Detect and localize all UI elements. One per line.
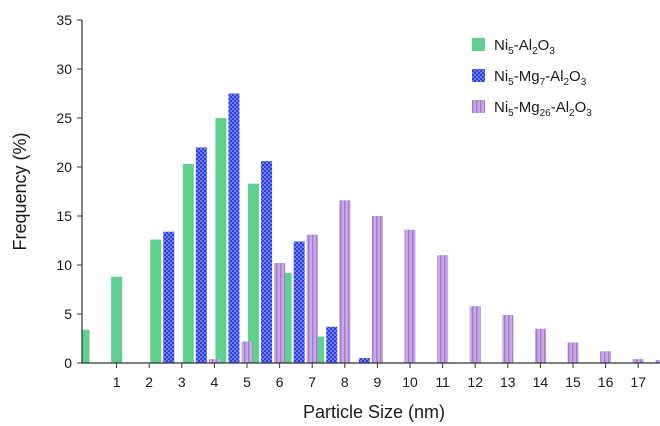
bar-series-2-x-8.6 <box>358 358 370 363</box>
bar-series-3-x-11 <box>437 255 449 363</box>
x-tick-label: 2 <box>145 374 153 390</box>
x-tick-label: 9 <box>374 374 382 390</box>
y-tick-label: 20 <box>56 159 72 175</box>
bar-series-1-x-7.2 <box>313 336 325 363</box>
x-tick-label: 7 <box>308 374 316 390</box>
bar-series-1-x-1 <box>111 276 123 363</box>
bar-series-2-x-6.6 <box>293 241 305 363</box>
x-tick-label: 8 <box>341 374 349 390</box>
bar-series-2-x-4.6 <box>228 93 240 363</box>
bars-layer <box>82 93 660 363</box>
y-tick-label: 25 <box>56 110 72 126</box>
x-tick-label: 6 <box>276 374 284 390</box>
legend-swatch-3 <box>472 100 485 113</box>
bar-series-3-x-12 <box>469 306 481 363</box>
y-tick-label: 30 <box>56 61 72 77</box>
x-tick-label: 5 <box>243 374 251 390</box>
bar-series-2-x-2.6 <box>163 231 175 363</box>
x-tick-label: 4 <box>211 374 219 390</box>
x-axis-title: Particle Size (nm) <box>303 402 445 422</box>
bar-series-1-x-4.2 <box>215 118 227 363</box>
legend-swatch-1 <box>472 38 485 51</box>
bar-series-3-x-6 <box>274 263 286 363</box>
bar-series-1-x-6.2 <box>280 272 292 363</box>
bar-series-3-x-9 <box>371 216 383 363</box>
bar-series-3-x-14 <box>534 328 546 363</box>
legend-label-1: Ni5-Al2O3 <box>494 37 555 57</box>
y-tick-label: 15 <box>56 208 72 224</box>
x-tick-label: 11 <box>435 374 450 390</box>
bar-series-3-x-16 <box>600 351 612 363</box>
bar-series-3-x-15 <box>567 342 579 363</box>
bar-series-3-x-17.7 <box>655 360 660 363</box>
x-tick-label: 15 <box>565 374 581 390</box>
y-tick-label: 10 <box>56 257 72 273</box>
y-tick-label: 5 <box>64 306 72 322</box>
legend-label-3: Ni5-Mg26-Al2O3 <box>494 99 592 119</box>
bar-series-1-x-3.2 <box>182 164 194 363</box>
x-tick-label: 17 <box>630 374 646 390</box>
bar-series-1-x-5.2 <box>248 183 260 363</box>
x-tick-label: 1 <box>113 374 121 390</box>
bar-series-2-x-7.6 <box>326 326 338 363</box>
bar-series-2-x-5.6 <box>261 161 273 363</box>
x-tick-label: 3 <box>178 374 186 390</box>
x-tick-label: 16 <box>598 374 614 390</box>
legend-label-2: Ni5-Mg7-Al2O3 <box>494 68 587 88</box>
legend: Ni5-Al2O3 Ni5-Mg7-Al2O3 Ni5-Mg26-Al2O3 <box>472 37 592 119</box>
bar-series-3-x-5 <box>241 341 253 363</box>
y-axis-title: Frequency (%) <box>10 132 30 250</box>
bar-series-1-x-0 <box>82 329 90 363</box>
x-tick-label: 10 <box>402 374 418 390</box>
legend-swatch-2 <box>472 69 485 82</box>
bar-series-3-x-4 <box>208 359 220 363</box>
x-tick-label: 13 <box>500 374 516 390</box>
y-tick-label: 35 <box>56 12 72 28</box>
bar-series-3-x-7 <box>306 234 318 363</box>
bar-series-2-x-3.6 <box>195 147 207 363</box>
bar-series-3-x-10 <box>404 229 416 363</box>
bar-series-3-x-13 <box>502 314 514 363</box>
x-tick-label: 14 <box>533 374 549 390</box>
y-tick-label: 0 <box>64 355 72 371</box>
x-tick-label: 12 <box>467 374 483 390</box>
bar-series-3-x-8 <box>339 200 351 363</box>
bar-series-3-x-17 <box>632 359 644 363</box>
bar-series-1-x-2.2 <box>150 239 162 363</box>
